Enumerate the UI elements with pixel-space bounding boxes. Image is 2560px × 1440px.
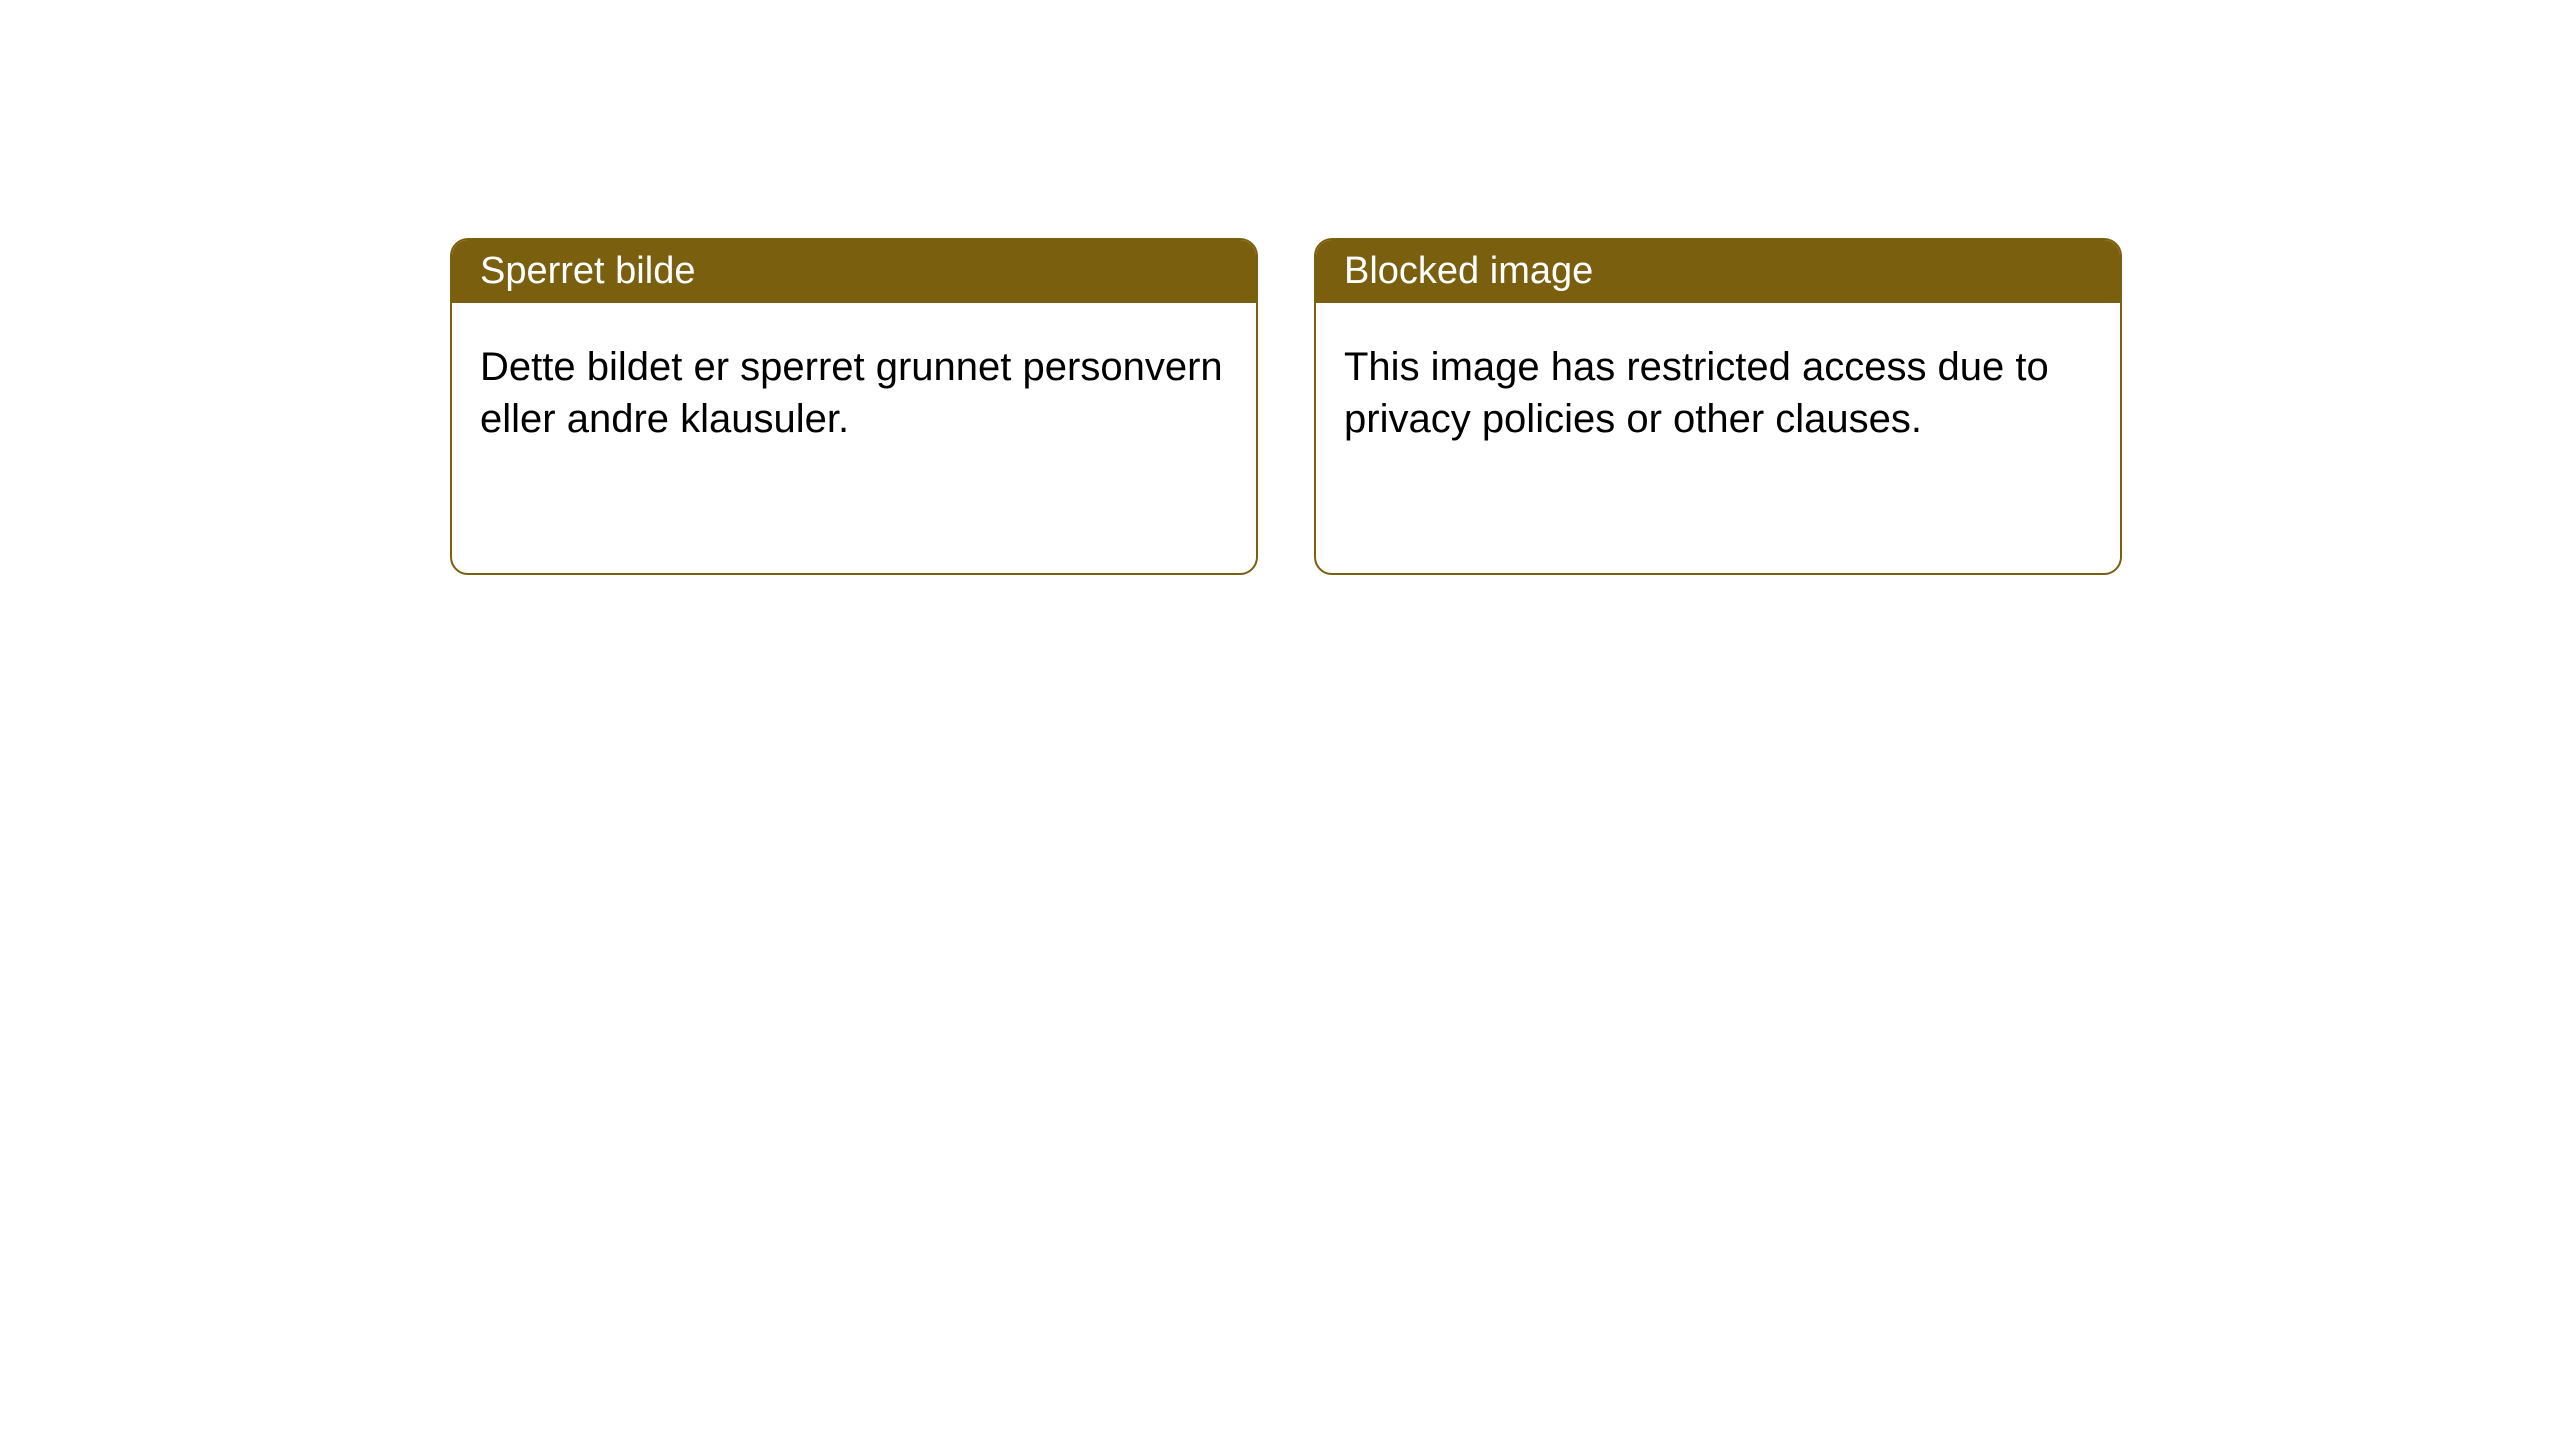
notice-body-norwegian: Dette bildet er sperret grunnet personve… — [452, 303, 1256, 573]
notice-header-norwegian: Sperret bilde — [452, 240, 1256, 303]
notice-container: Sperret bilde Dette bildet er sperret gr… — [450, 238, 2122, 575]
notice-text-english: This image has restricted access due to … — [1344, 345, 2049, 441]
notice-header-english: Blocked image — [1316, 240, 2120, 303]
notice-card-english: Blocked image This image has restricted … — [1314, 238, 2122, 575]
notice-body-english: This image has restricted access due to … — [1316, 303, 2120, 573]
notice-text-norwegian: Dette bildet er sperret grunnet personve… — [480, 345, 1223, 441]
notice-title-norwegian: Sperret bilde — [480, 250, 695, 292]
notice-title-english: Blocked image — [1344, 250, 1593, 292]
notice-card-norwegian: Sperret bilde Dette bildet er sperret gr… — [450, 238, 1258, 575]
